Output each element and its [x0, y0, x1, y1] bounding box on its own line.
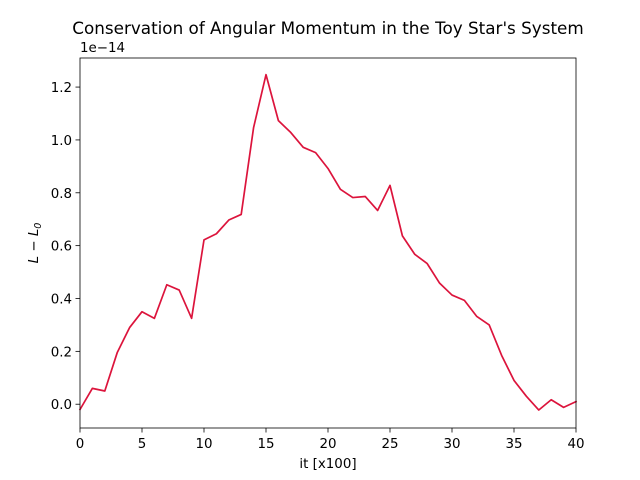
x-axis-ticks: 0 5 10 15 20 25 30 35 40: [76, 428, 585, 452]
x-tick-label: 30: [443, 437, 460, 452]
x-tick-label: 0: [76, 437, 85, 452]
x-tick-label: 20: [319, 437, 336, 452]
y-axis-label-main: L − L: [27, 229, 42, 264]
y-tick-label: 1.0: [51, 134, 72, 149]
y-tick-label: 0.0: [51, 398, 72, 413]
x-tick-label: 40: [567, 437, 584, 452]
x-tick-label: 35: [505, 437, 522, 452]
y-axis-label-subscript: 0: [33, 223, 44, 229]
plot-area: [80, 58, 576, 428]
y-tick-label: 0.2: [51, 345, 72, 360]
x-tick-label: 5: [138, 437, 147, 452]
x-tick-label: 25: [381, 437, 398, 452]
y-offset-label: 1e−14: [80, 41, 125, 56]
x-tick-label: 15: [257, 437, 274, 452]
y-tick-label: 1.2: [51, 81, 72, 96]
y-axis-label: L − L0: [27, 223, 44, 264]
y-tick-label: 0.8: [51, 187, 72, 202]
x-axis-label: it [x100]: [299, 457, 356, 472]
x-tick-label: 10: [195, 437, 212, 452]
y-tick-label: 0.6: [51, 240, 72, 255]
series-line: [78, 73, 578, 411]
series-layer: [78, 73, 578, 411]
y-tick-label: 0.4: [51, 293, 72, 308]
chart-title: Conservation of Angular Momentum in the …: [72, 18, 583, 38]
y-axis-ticks: 0.0 0.2 0.4 0.6 0.8 1.0 1.2: [51, 81, 80, 413]
